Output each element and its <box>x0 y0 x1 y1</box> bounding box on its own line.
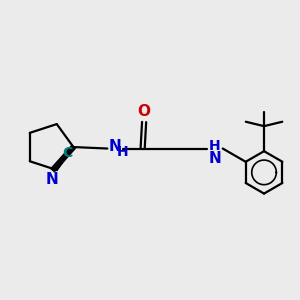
Text: C: C <box>62 146 72 160</box>
Text: O: O <box>138 104 151 119</box>
Text: N: N <box>46 172 58 187</box>
Text: N: N <box>208 151 221 166</box>
Text: H: H <box>208 139 220 153</box>
Text: N: N <box>109 139 121 154</box>
Text: H: H <box>117 146 129 159</box>
